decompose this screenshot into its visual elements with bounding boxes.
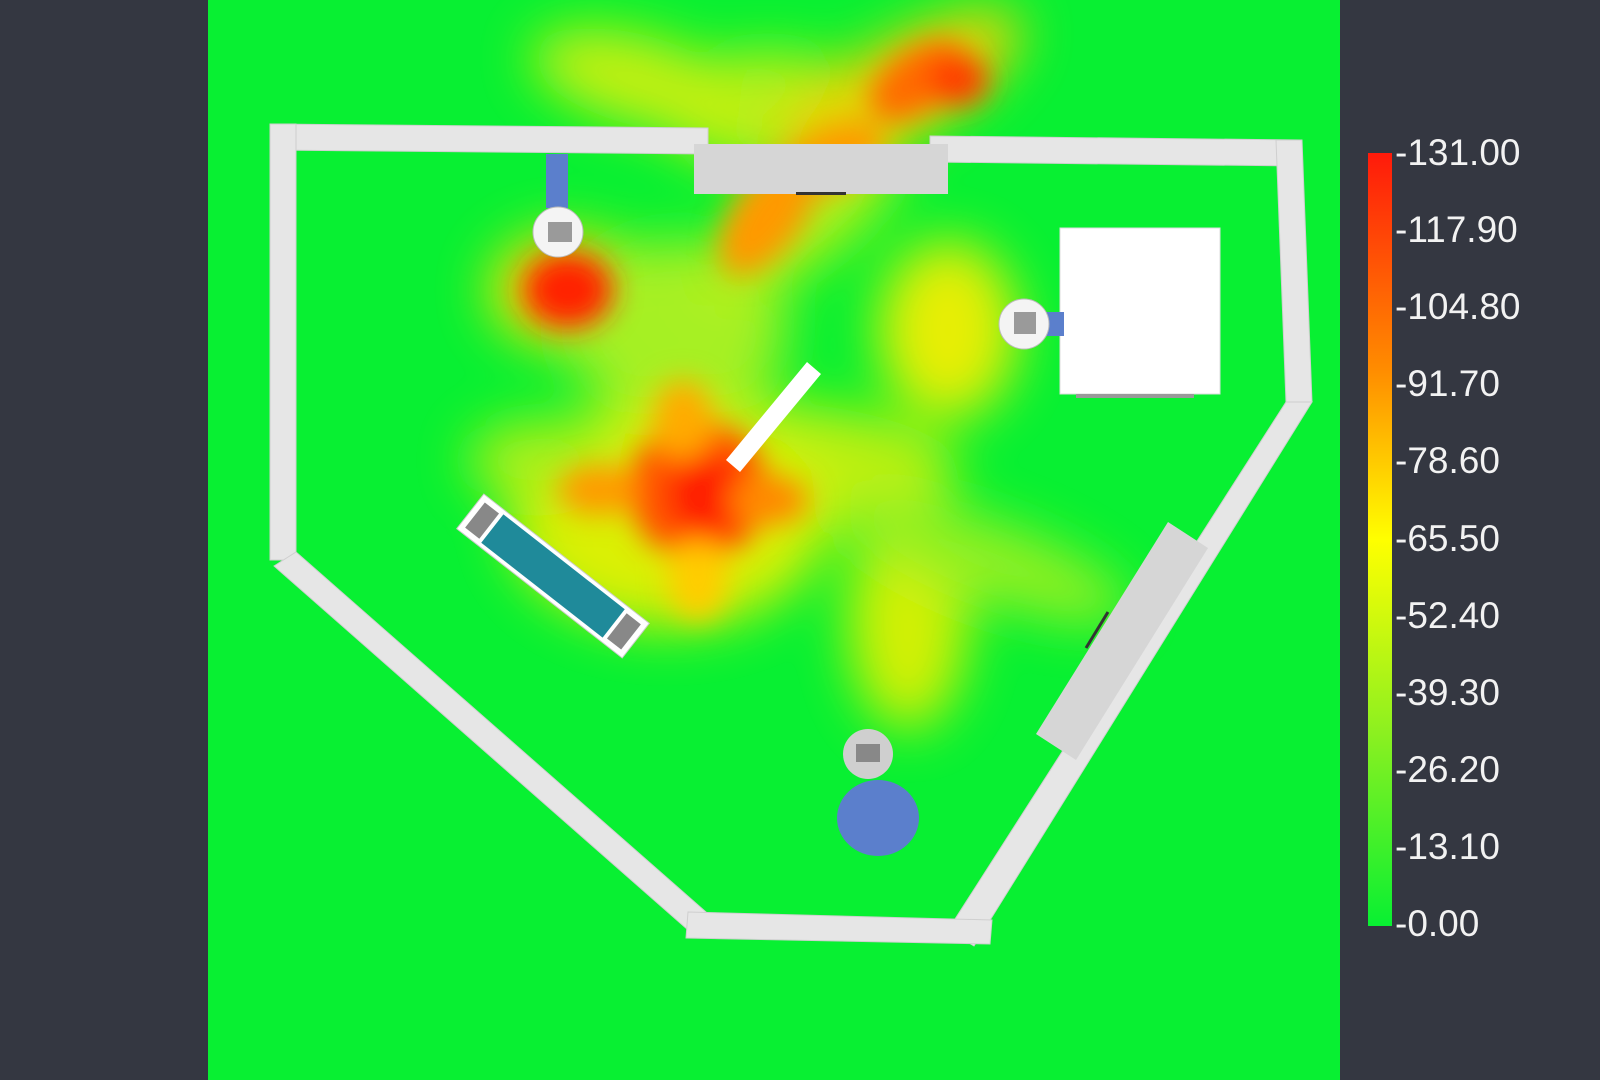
floorplan-scene (269, 123, 1313, 947)
window-panel (1036, 522, 1208, 760)
colorbar-label: -26.20 (1395, 749, 1500, 790)
camera-icon[interactable] (532, 154, 584, 258)
colorbar-label: -52.40 (1395, 595, 1500, 636)
colorbar-label: -13.10 (1395, 826, 1500, 867)
sofa-icon[interactable] (456, 493, 650, 659)
wall-top-right (929, 135, 1301, 167)
colorbar-label: -39.30 (1395, 672, 1500, 713)
colorbar-label: -104.80 (1395, 286, 1521, 327)
wall-top-left (269, 123, 709, 155)
wall-left (269, 123, 297, 561)
colorbar-label: -117.90 (1395, 209, 1518, 250)
colorbar-label: -78.60 (1395, 440, 1500, 481)
colorbar-label: -65.50 (1395, 518, 1500, 559)
wall-right (1275, 139, 1313, 403)
camera-icon[interactable] (843, 729, 893, 779)
colorbar-label: -0.00 (1395, 903, 1480, 944)
round-table-icon[interactable] (837, 780, 919, 856)
wall-lower-right (947, 401, 1313, 947)
door-icon[interactable] (796, 192, 846, 195)
cabinet-icon[interactable] (1059, 227, 1221, 395)
rod-fixture (726, 362, 821, 472)
heatmap-viewport[interactable] (208, 0, 1340, 1080)
wall-bottom (685, 911, 993, 945)
camera-icon[interactable] (998, 298, 1064, 350)
door-frame (694, 144, 948, 194)
colorbar (1368, 153, 1392, 926)
colorbar-label: -131.00 (1395, 132, 1521, 173)
colorbar-label: -91.70 (1395, 363, 1500, 404)
wall-lower-left (273, 551, 707, 931)
